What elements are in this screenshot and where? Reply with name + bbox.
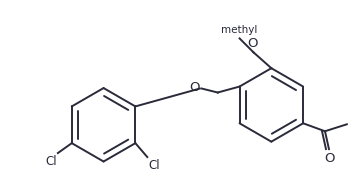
Text: methyl: methyl <box>221 25 258 36</box>
Text: O: O <box>247 37 258 50</box>
Text: O: O <box>189 81 200 94</box>
Text: O: O <box>325 152 335 165</box>
Text: Cl: Cl <box>148 159 160 172</box>
Text: Cl: Cl <box>45 155 57 168</box>
